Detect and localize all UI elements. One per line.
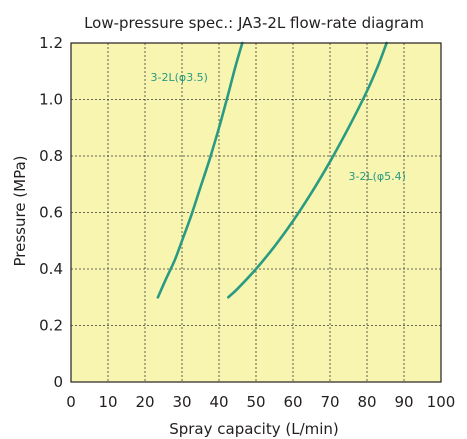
x-tick-label: 30: [172, 393, 191, 411]
x-tick-label: 80: [357, 393, 376, 411]
plot-border: [70, 42, 442, 383]
series-lines: [156, 41, 388, 299]
series-label: 3-2L(φ5.4): [349, 170, 406, 183]
x-axis-ticks: 0 10 20 30 40 50 60 70 80 90 100: [66, 393, 455, 411]
y-tick-label: 0.2: [39, 317, 63, 335]
y-tick-label: 0.4: [39, 260, 63, 278]
series-line: [156, 41, 244, 299]
chart-title: Low-pressure spec.: JA3-2L flow-rate dia…: [84, 14, 424, 32]
x-tick-label: 20: [135, 393, 154, 411]
x-tick-label: 100: [427, 393, 456, 411]
y-tick-label: 1.0: [39, 91, 63, 109]
x-tick-label: 60: [283, 393, 302, 411]
y-tick-label: 0: [53, 373, 63, 391]
x-tick-label: 90: [394, 393, 413, 411]
series-line: [227, 41, 388, 299]
y-tick-label: 1.2: [39, 34, 63, 52]
series-labels: 3-2L(φ3.5) 3-2L(φ5.4): [151, 71, 406, 183]
series-label: 3-2L(φ3.5): [151, 71, 208, 84]
y-axis-label: Pressure (MPa): [11, 155, 29, 266]
x-axis-label: Spray capacity (L/min): [169, 420, 339, 438]
x-tick-label: 10: [98, 393, 117, 411]
y-tick-label: 0.6: [39, 204, 63, 222]
x-tick-label: 70: [320, 393, 339, 411]
x-tick-label: 0: [66, 393, 76, 411]
y-tick-label: 0.8: [39, 147, 63, 165]
x-tick-label: 40: [209, 393, 228, 411]
y-axis-ticks: 0 0.2 0.4 0.6 0.8 1.0 1.2: [39, 34, 63, 391]
plot-frame: [70, 42, 442, 383]
x-tick-label: 50: [246, 393, 265, 411]
grid-lines: [71, 43, 441, 382]
